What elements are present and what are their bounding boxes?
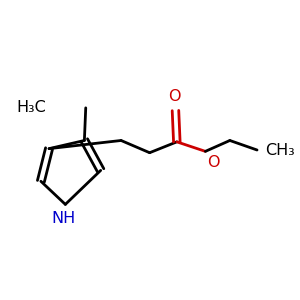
Text: H₃C: H₃C bbox=[16, 100, 46, 116]
Text: CH₃: CH₃ bbox=[265, 143, 295, 158]
Text: O: O bbox=[208, 154, 220, 169]
Text: O: O bbox=[168, 89, 180, 104]
Text: NH: NH bbox=[51, 211, 76, 226]
